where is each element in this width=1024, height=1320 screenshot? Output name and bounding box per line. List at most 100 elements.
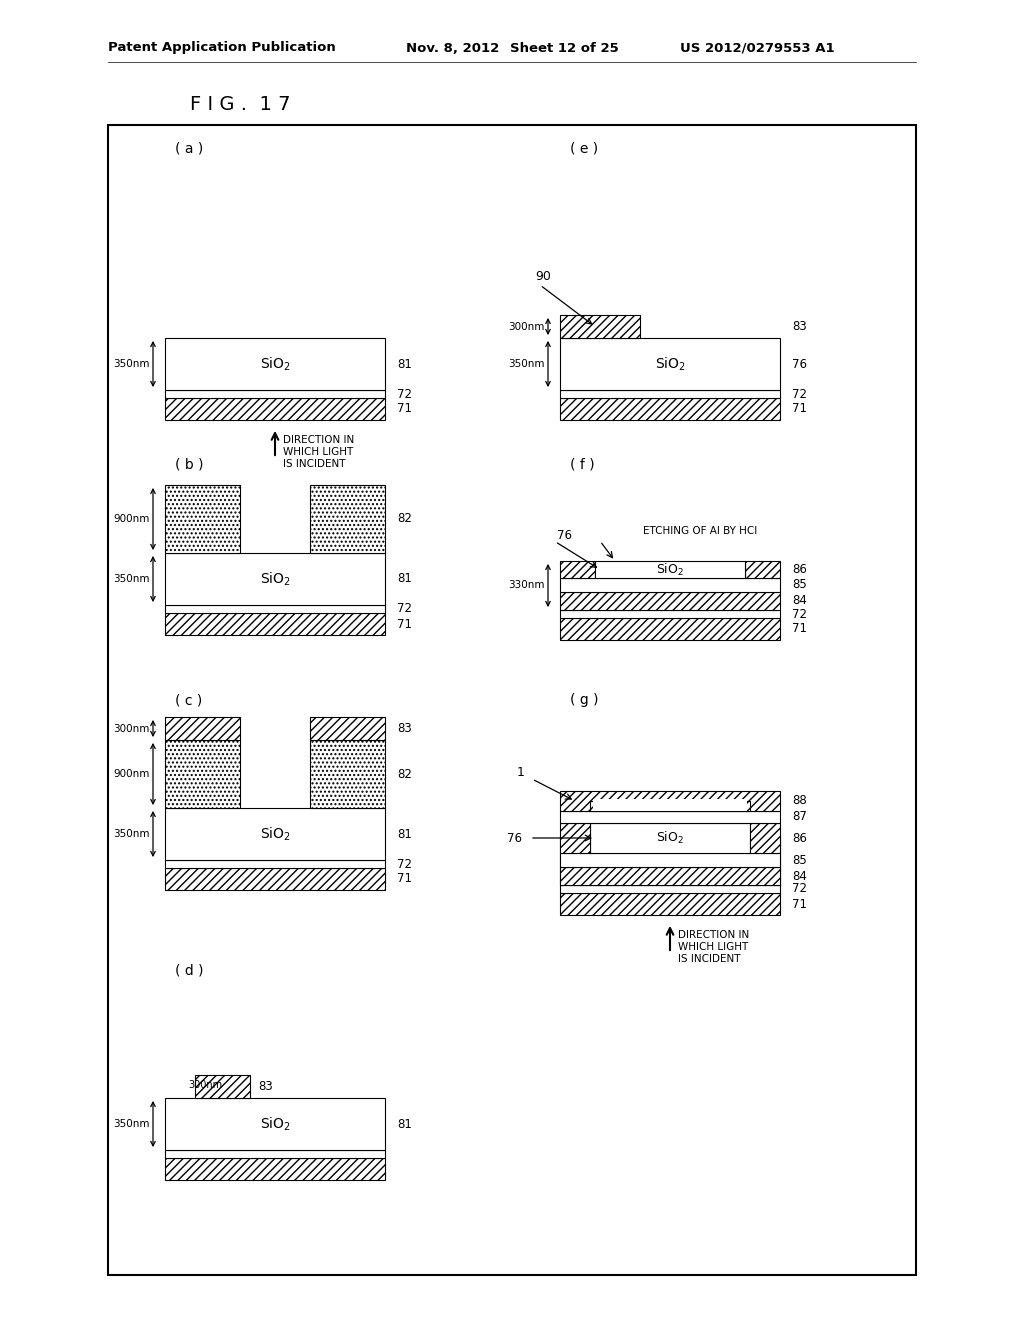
Text: 81: 81 xyxy=(397,358,412,371)
Bar xyxy=(745,561,780,578)
Bar xyxy=(165,1158,385,1180)
Text: 72: 72 xyxy=(397,858,412,870)
Text: 76: 76 xyxy=(792,358,807,371)
Text: 90: 90 xyxy=(535,271,551,284)
Text: 81: 81 xyxy=(397,573,412,586)
Text: 84: 84 xyxy=(792,594,807,607)
Text: IS INCIDENT: IS INCIDENT xyxy=(283,459,345,469)
Bar xyxy=(560,853,780,867)
Text: WHICH LIGHT: WHICH LIGHT xyxy=(678,942,749,952)
Bar xyxy=(165,553,385,605)
Text: 71: 71 xyxy=(792,898,807,911)
Text: ETCHING OF Al BY HCl: ETCHING OF Al BY HCl xyxy=(643,525,757,536)
Bar xyxy=(590,822,750,853)
Bar xyxy=(165,741,240,808)
Text: SiO$_2$: SiO$_2$ xyxy=(259,1115,291,1133)
Text: SiO$_2$: SiO$_2$ xyxy=(259,570,291,587)
Text: 83: 83 xyxy=(792,319,807,333)
Text: 350nm: 350nm xyxy=(114,1119,150,1129)
Text: IS INCIDENT: IS INCIDENT xyxy=(678,954,740,964)
Text: 350nm: 350nm xyxy=(114,574,150,583)
Text: 1: 1 xyxy=(517,767,525,780)
Bar xyxy=(165,389,385,399)
Text: 71: 71 xyxy=(397,873,412,886)
Text: SiO$_2$: SiO$_2$ xyxy=(656,830,684,846)
Bar xyxy=(165,1098,385,1150)
Text: 71: 71 xyxy=(792,623,807,635)
Text: SiO$_2$: SiO$_2$ xyxy=(259,355,291,372)
Text: ( f ): ( f ) xyxy=(570,458,595,473)
Text: 900nm: 900nm xyxy=(114,770,150,779)
Bar xyxy=(108,125,916,1275)
Bar xyxy=(310,484,385,553)
Bar xyxy=(590,801,750,810)
Bar xyxy=(560,561,595,578)
Bar xyxy=(560,894,780,915)
Text: 85: 85 xyxy=(792,854,807,866)
Text: Sheet 12 of 25: Sheet 12 of 25 xyxy=(510,41,618,54)
Bar xyxy=(560,822,590,853)
Text: SiO$_2$: SiO$_2$ xyxy=(259,825,291,842)
Bar xyxy=(560,389,780,399)
Text: 83: 83 xyxy=(397,722,412,735)
Bar xyxy=(165,717,240,741)
Text: ( e ): ( e ) xyxy=(570,141,598,154)
Bar xyxy=(560,791,780,810)
Text: SiO$_2$: SiO$_2$ xyxy=(654,355,685,372)
Text: 87: 87 xyxy=(792,810,807,824)
Text: 300nm: 300nm xyxy=(509,322,545,331)
Bar xyxy=(195,1074,250,1098)
Text: 350nm: 350nm xyxy=(509,359,545,370)
Text: 83: 83 xyxy=(258,1080,272,1093)
Bar xyxy=(595,561,745,578)
Bar xyxy=(165,861,385,869)
Text: ( b ): ( b ) xyxy=(175,458,204,473)
Text: F I G .  1 7: F I G . 1 7 xyxy=(190,95,291,115)
Text: 71: 71 xyxy=(397,618,412,631)
Text: ( c ): ( c ) xyxy=(175,693,203,708)
Text: 72: 72 xyxy=(792,883,807,895)
Text: 81: 81 xyxy=(397,828,412,841)
Bar xyxy=(165,612,385,635)
Text: Patent Application Publication: Patent Application Publication xyxy=(108,41,336,54)
Bar xyxy=(560,853,780,867)
Text: ( a ): ( a ) xyxy=(175,141,203,154)
Bar xyxy=(560,578,780,591)
Bar xyxy=(750,836,780,853)
Bar xyxy=(560,591,780,610)
Text: 76: 76 xyxy=(507,832,522,845)
Bar xyxy=(560,610,780,618)
Text: 72: 72 xyxy=(792,388,807,400)
Text: 85: 85 xyxy=(792,578,807,591)
Bar xyxy=(560,315,640,338)
Bar xyxy=(560,884,780,894)
Bar xyxy=(310,717,385,741)
Bar xyxy=(165,484,240,553)
Text: 350nm: 350nm xyxy=(114,359,150,370)
Text: 81: 81 xyxy=(397,1118,412,1130)
Bar xyxy=(165,605,385,612)
Text: 86: 86 xyxy=(792,564,807,576)
Bar xyxy=(560,867,780,884)
Bar xyxy=(165,808,385,861)
Text: 72: 72 xyxy=(792,607,807,620)
Text: 72: 72 xyxy=(397,388,412,400)
Bar xyxy=(560,399,780,420)
Bar xyxy=(560,836,590,853)
Bar xyxy=(560,810,780,822)
Text: 300nm: 300nm xyxy=(114,723,150,734)
Bar xyxy=(165,338,385,389)
Text: Nov. 8, 2012: Nov. 8, 2012 xyxy=(406,41,500,54)
Text: 82: 82 xyxy=(397,512,412,525)
Bar xyxy=(593,799,746,810)
Text: 82: 82 xyxy=(397,767,412,780)
Bar xyxy=(310,741,385,808)
Text: 330nm: 330nm xyxy=(509,581,545,590)
Bar xyxy=(750,822,780,853)
Text: 71: 71 xyxy=(397,403,412,416)
Text: 86: 86 xyxy=(792,832,807,845)
Text: DIRECTION IN: DIRECTION IN xyxy=(283,436,354,445)
Bar xyxy=(560,618,780,640)
Text: DIRECTION IN: DIRECTION IN xyxy=(678,931,750,940)
Text: 71: 71 xyxy=(792,403,807,416)
